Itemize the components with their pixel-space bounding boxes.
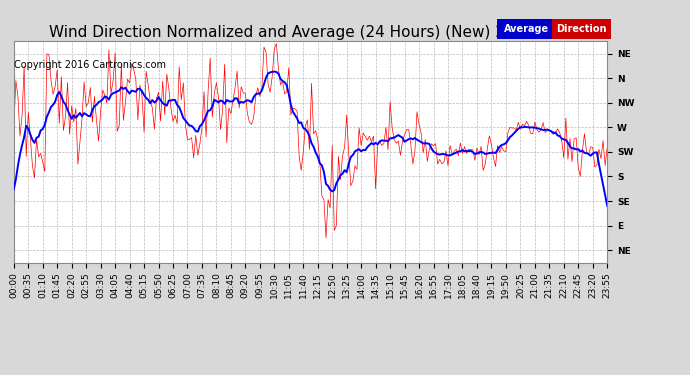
Text: Direction: Direction — [556, 24, 607, 34]
Title: Wind Direction Normalized and Average (24 Hours) (New) 20160119: Wind Direction Normalized and Average (2… — [49, 25, 572, 40]
Text: Copyright 2016 Cartronics.com: Copyright 2016 Cartronics.com — [14, 60, 166, 69]
Text: Average: Average — [504, 24, 549, 34]
